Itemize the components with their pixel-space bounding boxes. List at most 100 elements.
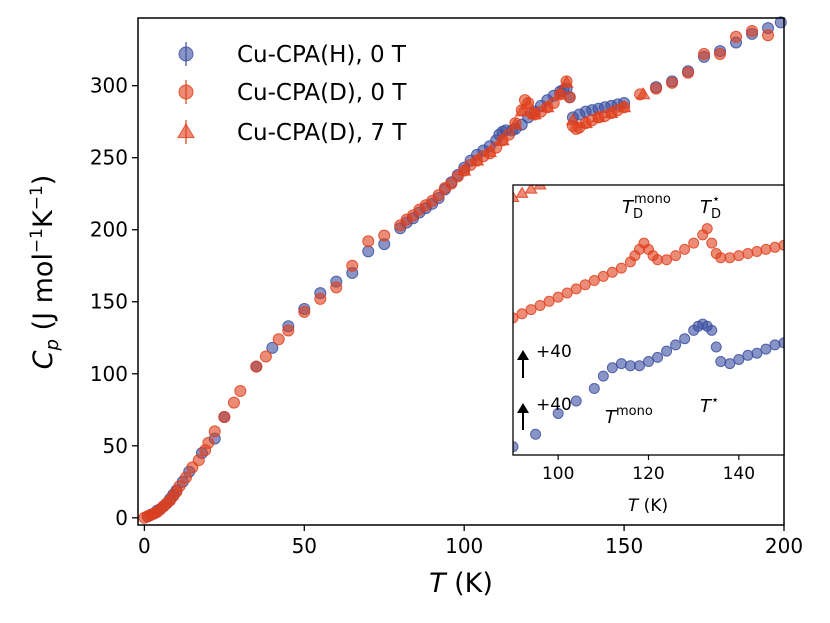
inset-point-series-2 <box>570 163 582 173</box>
inset-point-series-2 <box>742 119 754 129</box>
data-point-series-1 <box>173 480 186 493</box>
inset-point-series-2 <box>616 140 628 150</box>
inset-point-series-0 <box>615 358 627 370</box>
inset-point-series-0 <box>652 351 664 363</box>
data-point-series-0 <box>362 245 375 258</box>
data-point-series-2 <box>482 144 497 157</box>
inset-point-series-2 <box>711 123 723 133</box>
inset-point-series-0 <box>760 343 772 355</box>
inset-point-series-1 <box>701 223 713 235</box>
inset-point-series-0 <box>670 339 682 351</box>
inset-point-series-0 <box>570 395 582 407</box>
inset-point-series-1 <box>543 295 555 307</box>
x-axis-label: T (K) <box>429 568 493 599</box>
inset-point-series-2 <box>552 171 564 181</box>
inset-point-series-2 <box>769 113 781 123</box>
inset-point-series-1 <box>525 304 537 316</box>
data-point-series-2 <box>527 107 542 120</box>
inset-point-series-2 <box>661 125 673 135</box>
inset-point-series-0 <box>724 358 736 370</box>
data-point-series-2 <box>604 105 619 118</box>
legend-label-h: Cu-CPA(H), 0 T <box>237 42 407 68</box>
data-point-series-1 <box>218 410 231 423</box>
data-point-series-1 <box>682 66 695 79</box>
inset-point-series-1 <box>733 250 745 262</box>
data-point-series-1 <box>259 350 272 363</box>
data-point-series-1 <box>346 259 359 272</box>
inset-point-series-1 <box>706 237 718 249</box>
data-point-series-1 <box>362 235 375 248</box>
data-point-series-1 <box>234 385 247 398</box>
data-point-series-1 <box>179 471 192 484</box>
inset-point-series-2 <box>634 121 646 131</box>
inset-point-series-0 <box>710 341 722 353</box>
inset-point-series-2 <box>652 127 664 137</box>
svg-text:+40: +40 <box>536 342 572 362</box>
inset-point-series-0 <box>588 383 600 395</box>
data-point-series-1 <box>208 425 221 438</box>
inset-point-series-2 <box>580 158 592 168</box>
x-tick-label: 150 <box>605 534 643 558</box>
x-tick-label: 100 <box>445 534 483 558</box>
data-point-series-1 <box>298 305 311 318</box>
inset-point-series-0 <box>751 347 763 359</box>
inset-point-series-2 <box>625 134 637 144</box>
data-point-series-1 <box>666 76 679 89</box>
legend-label-d: Cu-CPA(D), 0 T <box>237 80 407 106</box>
data-point-series-1 <box>762 29 775 42</box>
inset-x-tick-label: 100 <box>542 464 574 484</box>
inset-point-series-0 <box>706 324 718 336</box>
inset-point-series-1 <box>670 250 682 262</box>
y-tick-label: 200 <box>90 218 128 242</box>
inset-point-series-1 <box>597 270 609 282</box>
inset-point-series-2 <box>670 121 682 131</box>
annotation-h-mono: Tmono <box>605 404 653 428</box>
data-point-series-2 <box>469 153 485 166</box>
data-point-series-1 <box>650 82 663 95</box>
annotation-d-star: TD⋆ <box>700 192 721 222</box>
inset-point-series-1 <box>615 262 627 274</box>
y-axis-label: Cp (J mol−1K−1) <box>27 175 63 370</box>
inset-point-series-1 <box>715 252 727 264</box>
inset-point-series-0 <box>643 356 654 368</box>
inset-point-series-2 <box>598 150 610 160</box>
inset-point-series-2 <box>701 98 713 108</box>
data-point-series-1 <box>202 436 215 449</box>
data-point-series-1 <box>227 396 240 409</box>
inset-chart: 100 120 140 T (K) TDmono TD⋆ Tmono T⋆ +40 … <box>512 98 785 516</box>
inset-point-series-0 <box>679 333 691 345</box>
inset-point-series-1 <box>513 312 519 324</box>
y-tick-label: 50 <box>103 434 128 458</box>
inset-point-series-2 <box>724 123 736 133</box>
y-tick-label: 0 <box>115 506 128 530</box>
data-point-series-2 <box>520 97 536 110</box>
inset-point-series-2 <box>751 117 763 127</box>
data-point-series-2 <box>552 87 568 100</box>
inset-point-series-2 <box>638 115 650 125</box>
data-point-series-2 <box>495 133 510 146</box>
y-tick-label: 150 <box>90 290 128 314</box>
inset-point-series-0 <box>733 353 745 365</box>
inset-point-series-1 <box>588 275 600 287</box>
legend-marker-0 <box>178 46 194 62</box>
inset-point-series-0 <box>715 356 727 368</box>
data-point-series-2 <box>559 75 574 88</box>
inset-point-series-2 <box>561 167 573 177</box>
annotation-d-mono: TDmono <box>622 192 671 222</box>
data-point-series-1 <box>192 454 205 467</box>
data-point-series-1 <box>714 48 727 61</box>
inset-point-series-1 <box>679 243 691 255</box>
inset-point-series-2 <box>643 121 655 131</box>
data-point-series-2 <box>591 110 606 123</box>
offset-arrow-lower: +40 <box>517 395 572 430</box>
x-tick-label: 200 <box>765 534 803 558</box>
data-point-series-2 <box>578 115 593 129</box>
data-point-series-1 <box>378 229 391 242</box>
inset-point-series-1 <box>760 243 772 255</box>
inset-point-series-0 <box>661 345 673 357</box>
inset-point-series-0 <box>633 360 645 372</box>
inset-point-series-2 <box>733 121 745 131</box>
data-point-series-1 <box>282 324 295 337</box>
inset-point-series-0 <box>624 360 636 372</box>
